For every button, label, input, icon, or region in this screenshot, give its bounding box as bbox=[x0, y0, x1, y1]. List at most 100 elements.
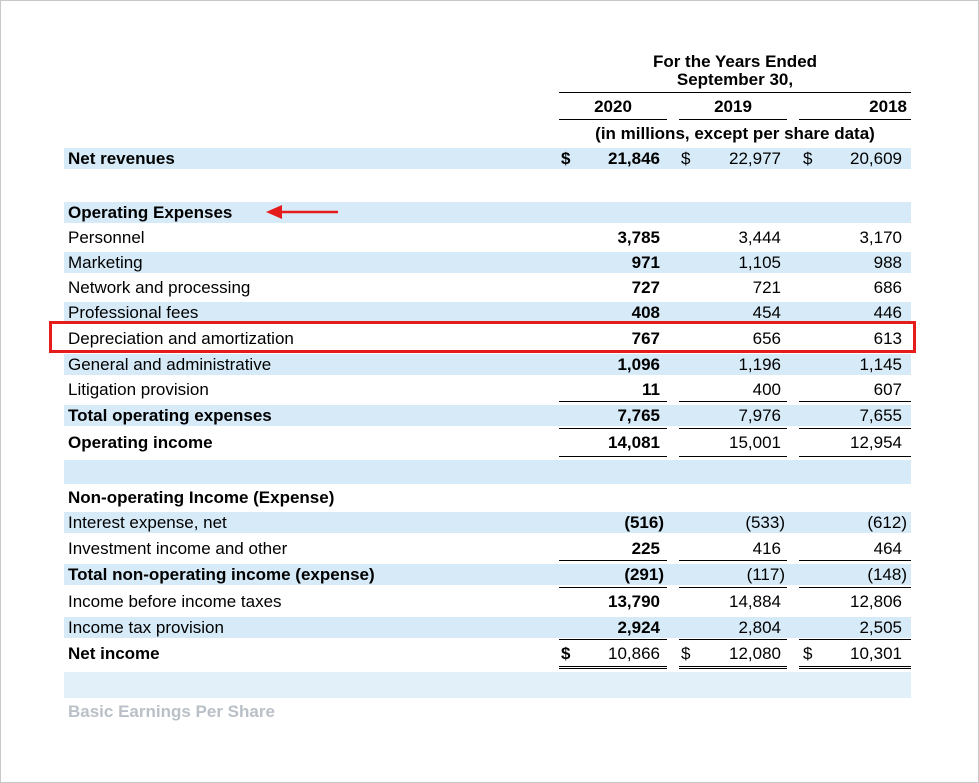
value-2020: 14,081 bbox=[608, 433, 660, 452]
double-rule bbox=[559, 666, 667, 669]
value-2019: 416 bbox=[752, 539, 781, 558]
table-row: Income tax provision 2,924 2,804 2,505 bbox=[64, 617, 911, 638]
row-label: Network and processing bbox=[68, 278, 251, 297]
value-2020: (516) bbox=[624, 513, 664, 532]
value-2018: 446 bbox=[873, 303, 902, 322]
subtotal-rule bbox=[679, 639, 787, 640]
left-arrow-icon bbox=[266, 205, 338, 219]
row-label: Total non-operating income (expense) bbox=[68, 565, 375, 584]
section-heading-row: Basic Earnings Per Share bbox=[64, 701, 911, 722]
value-2018: 7,655 bbox=[859, 406, 902, 425]
value-2018: 12,806 bbox=[850, 592, 902, 611]
value-2019: (533) bbox=[745, 513, 785, 532]
table-row-highlighted: Depreciation and amortization 767 656 61… bbox=[64, 328, 911, 349]
table-row: Marketing 971 1,105 988 bbox=[64, 252, 911, 273]
value-2020: 3,785 bbox=[617, 228, 660, 247]
total-rule bbox=[679, 456, 787, 457]
value-2019: 1,196 bbox=[738, 355, 781, 374]
header-rule bbox=[559, 92, 911, 93]
section-heading: Basic Earnings Per Share bbox=[68, 702, 275, 721]
subtotal-rule bbox=[799, 639, 911, 640]
value-2018: 464 bbox=[873, 539, 902, 558]
value-2019: 22,977 bbox=[729, 149, 781, 168]
subtotal-rule bbox=[799, 560, 911, 561]
value-2020: 10,866 bbox=[608, 644, 660, 663]
subtotal-rule bbox=[799, 587, 911, 588]
currency-symbol: $ bbox=[803, 149, 813, 168]
value-2018: 607 bbox=[873, 380, 902, 399]
subtotal-rule bbox=[679, 401, 787, 402]
row-label: Personnel bbox=[68, 228, 145, 247]
table-row: Net revenues $ 21,846 $ 22,977 $ 20,609 bbox=[64, 148, 911, 169]
year-header-2020: 2020 bbox=[594, 97, 632, 116]
currency-symbol: $ bbox=[561, 149, 571, 168]
value-2018: 12,954 bbox=[850, 433, 902, 452]
value-2018: 1,145 bbox=[859, 355, 902, 374]
total-rule bbox=[559, 456, 667, 457]
section-heading-row: Operating Expenses bbox=[64, 202, 911, 223]
value-2019: 2,804 bbox=[738, 618, 781, 637]
section-heading: Operating Expenses bbox=[68, 203, 233, 222]
value-2020: 408 bbox=[631, 303, 660, 322]
table-row: Litigation provision 11 400 607 bbox=[64, 379, 911, 400]
subtotal-rule bbox=[559, 560, 667, 561]
year-rule bbox=[559, 119, 667, 120]
subtotal-rule bbox=[679, 560, 787, 561]
table-row-total: Operating income 14,081 15,001 12,954 bbox=[64, 432, 911, 453]
table-row: Network and processing 727 721 686 bbox=[64, 277, 911, 298]
value-2020: (291) bbox=[624, 565, 664, 584]
spacer-row bbox=[64, 672, 911, 698]
row-label: Professional fees bbox=[68, 303, 199, 322]
table-row: Personnel 3,785 3,444 3,170 bbox=[64, 227, 911, 248]
value-2019: 7,976 bbox=[738, 406, 781, 425]
row-label: Interest expense, net bbox=[68, 513, 227, 532]
row-label: Total operating expenses bbox=[68, 406, 272, 425]
spacer-row bbox=[64, 175, 911, 196]
value-2020: 11 bbox=[642, 380, 660, 399]
row-label: Income tax provision bbox=[68, 618, 224, 637]
year-header-2018: 2018 bbox=[869, 97, 907, 116]
value-2018: (612) bbox=[867, 513, 907, 532]
table-row: Investment income and other 225 416 464 bbox=[64, 538, 911, 559]
total-rule bbox=[799, 456, 911, 457]
currency-symbol: $ bbox=[681, 149, 691, 168]
value-2019: 400 bbox=[752, 380, 781, 399]
value-2020: 1,096 bbox=[617, 355, 660, 374]
currency-symbol: $ bbox=[681, 644, 691, 663]
table-row: General and administrative 1,096 1,196 1… bbox=[64, 354, 911, 375]
units-note: (in millions, except per share data) bbox=[595, 124, 875, 143]
double-rule bbox=[799, 666, 911, 669]
row-label: Marketing bbox=[68, 253, 143, 272]
value-2019: (117) bbox=[746, 565, 785, 584]
highlight-box bbox=[49, 321, 916, 353]
value-2019: 1,105 bbox=[738, 253, 781, 272]
row-label: Depreciation and amortization bbox=[68, 329, 294, 348]
period-header-line2: September 30, bbox=[676, 70, 794, 89]
row-label: Investment income and other bbox=[68, 539, 288, 558]
value-2018: 2,505 bbox=[859, 618, 902, 637]
row-label: Income before income taxes bbox=[68, 592, 282, 611]
subtotal-rule bbox=[679, 587, 787, 588]
row-label: Net income bbox=[68, 644, 160, 663]
value-2020: 2,924 bbox=[617, 618, 660, 637]
value-2020: 727 bbox=[631, 278, 660, 297]
value-2020: 767 bbox=[631, 329, 660, 348]
subtotal-rule bbox=[799, 428, 911, 429]
spacer-row bbox=[64, 460, 911, 484]
value-2018: 10,301 bbox=[850, 644, 902, 663]
double-rule bbox=[679, 666, 787, 669]
value-2019: 454 bbox=[752, 303, 781, 322]
currency-symbol: $ bbox=[561, 644, 571, 663]
subtotal-rule bbox=[559, 428, 667, 429]
period-header-line1: For the Years Ended bbox=[652, 52, 818, 71]
table-row: Professional fees 408 454 446 bbox=[64, 302, 911, 323]
value-2020: 971 bbox=[631, 253, 660, 272]
subtotal-rule bbox=[559, 587, 667, 588]
value-2019: 656 bbox=[752, 329, 781, 348]
row-label: General and administrative bbox=[68, 355, 272, 374]
value-2018: 988 bbox=[873, 253, 902, 272]
subtotal-rule bbox=[679, 428, 787, 429]
value-2018: 613 bbox=[873, 329, 902, 348]
currency-symbol: $ bbox=[803, 644, 813, 663]
